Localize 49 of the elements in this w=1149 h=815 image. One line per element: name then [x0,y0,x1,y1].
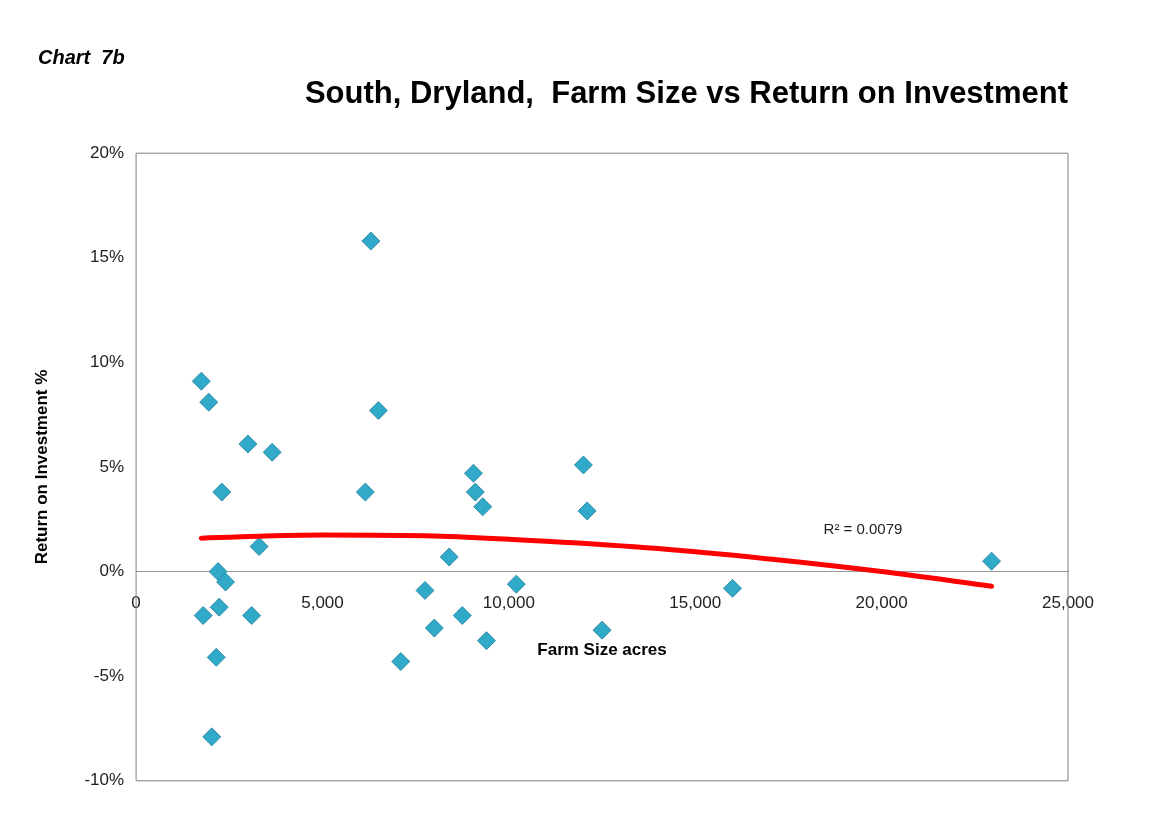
y-tick-label: 5% [99,456,125,476]
point [208,562,228,581]
y-tick-label: 0% [99,561,125,581]
point [424,618,444,638]
point [191,371,211,391]
x-axis-title: Farm Size acres [537,639,667,659]
point [452,606,472,625]
y-tick-label: -5% [93,665,125,685]
x-tick-label: 10,000 [482,593,535,613]
point [723,578,742,598]
point [574,455,593,475]
point [982,551,1001,571]
point [361,231,381,251]
point [238,434,258,454]
point [439,547,459,567]
y-tick-label: 10% [90,352,125,372]
point [202,727,222,747]
point [262,442,282,462]
annotation: R² = 0.0079 [823,519,903,537]
y-tick-label: -10% [84,770,125,790]
x-tick-label: 15,000 [669,593,722,613]
point [249,537,269,556]
point [465,482,485,502]
x-tick-label: 0 [131,593,141,613]
x-tick-label: 25,000 [1042,593,1094,613]
point [464,463,483,483]
point [242,606,262,625]
caption: Chart 7b [38,45,125,68]
point [592,620,612,640]
y-tick-label: 15% [90,247,125,267]
point [209,597,229,617]
point [212,482,232,502]
point [415,581,435,600]
point [355,482,375,502]
chart-title: South, Dryland, Farm Size vs Return on Investment [304,75,1068,111]
y-tick-label: 20% [90,142,125,162]
point [206,647,226,667]
point [199,392,219,412]
point [506,574,526,594]
point [477,631,496,651]
point [368,401,388,420]
point [391,652,411,671]
x-tick-label: 20,000 [855,593,908,613]
point [577,501,597,521]
y-axis-title: Return on Investment % [31,369,51,565]
point [193,606,213,625]
point [473,497,493,517]
point [216,572,235,592]
x-tick-label: 5,000 [301,593,344,613]
